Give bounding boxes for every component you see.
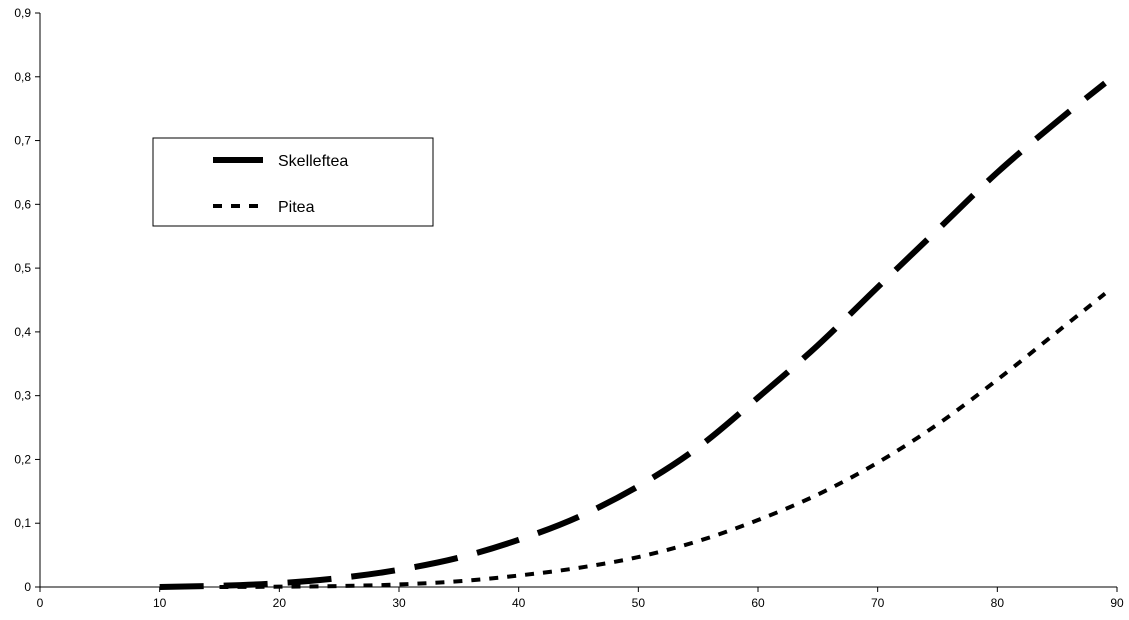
y-tick-label: 0,4 [14, 325, 31, 339]
x-tick-label: 80 [991, 596, 1005, 610]
y-tick-label: 0,2 [14, 452, 31, 466]
x-tick-label: 90 [1110, 596, 1124, 610]
series-line-pitea [219, 292, 1107, 589]
y-tick-label: 0,3 [14, 389, 31, 403]
x-tick-label: 50 [632, 596, 646, 610]
series-line-skelleftea [159, 80, 1107, 590]
x-tick-label: 60 [751, 596, 765, 610]
legend-box [152, 137, 434, 227]
series-layer [159, 80, 1107, 590]
y-tick-label: 0,5 [14, 261, 31, 275]
x-tick-label: 0 [37, 596, 44, 610]
y-tick-label: 0,6 [14, 197, 31, 211]
x-tick-label: 70 [871, 596, 885, 610]
x-tick-label: 10 [153, 596, 167, 610]
x-tick-label: 30 [392, 596, 406, 610]
y-tick-label: 0,9 [14, 6, 31, 20]
legend-label-skelleftea: Skelleftea [278, 153, 348, 170]
legend-label-pitea: Pitea [278, 199, 315, 216]
y-tick-label: 0,7 [14, 134, 31, 148]
y-tick-label: 0,1 [14, 516, 31, 530]
axes: 0 0,1 0,2 0,3 0,4 0,5 0,6 0,7 0,8 0,9 0 10 20 30 40 50 6… [14, 6, 1124, 610]
legend: Skelleftea Pitea [152, 137, 434, 227]
x-tick-label: 40 [512, 596, 526, 610]
y-tick-label: 0 [24, 580, 31, 594]
y-tick-label: 0,8 [14, 70, 31, 84]
x-tick-label: 20 [273, 596, 287, 610]
